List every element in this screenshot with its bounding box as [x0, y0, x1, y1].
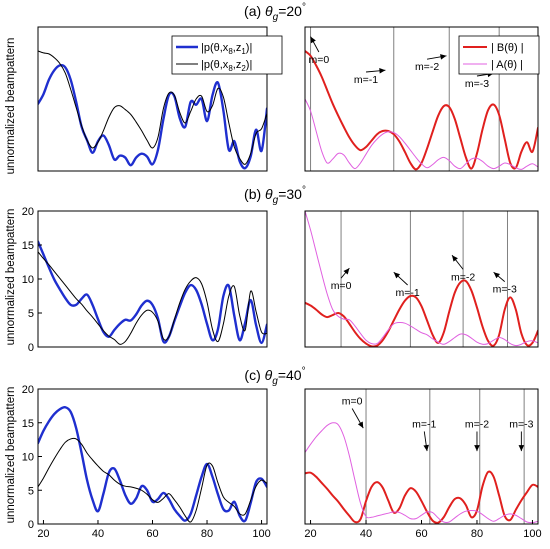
x-tick-label-c-right-4: 100 — [523, 528, 541, 540]
chart-a-right: m=0 m=-1 m=-2 m=-3 — [304, 26, 539, 172]
series-group-a-left — [38, 50, 267, 170]
annotation-arrowhead-a-right-0 — [310, 36, 316, 44]
series-line-a-left-1 — [38, 50, 267, 165]
legend-label-p-z2: |p(θ,x8,z2)| — [201, 59, 252, 73]
annotation-label-a-right-1: m=-1 — [354, 74, 378, 86]
series-line-b-left-0 — [38, 240, 267, 345]
chart-b-left: 0 5 10 15 20 — [22, 206, 268, 354]
plot-frame-a-right — [304, 26, 539, 172]
y-tick-label-b-left-0: 0 — [28, 342, 34, 354]
x-tick-label-c-right-3: 80 — [471, 528, 483, 540]
annotation-arrowhead-b-right-2 — [452, 255, 458, 262]
plot-frame-a-left — [37, 26, 268, 172]
annotation-arrowhead-a-right-2 — [440, 54, 447, 60]
plot-frame-b-right — [304, 210, 539, 348]
y-tick-label-b-left-3: 15 — [22, 240, 34, 252]
annotation-arrowhead-c-right-3 — [518, 445, 525, 452]
annotation-label-c-right-3: m=-3 — [509, 418, 533, 430]
series-group-b-right — [305, 211, 538, 347]
annotation-label-c-right-0: m=0 — [342, 396, 363, 408]
legend-label-b: | B(θ) | — [491, 42, 524, 54]
series-line-b-right-0 — [305, 279, 538, 347]
series-group-a-right — [305, 50, 538, 171]
annotation-label-b-right-2: m=-2 — [451, 271, 475, 283]
annotation-arrowhead-a-right-1 — [379, 67, 386, 74]
x-tick-label-c-left-1: 40 — [92, 528, 104, 540]
panel-title-c: (c) θg=40° — [244, 366, 305, 387]
series-group-c-left — [38, 405, 267, 523]
x-tick-label-c-right-2: 60 — [415, 528, 427, 540]
annotation-arrowhead-b-right-1 — [393, 272, 401, 279]
annotation-arrowhead-c-right-2 — [474, 445, 480, 452]
series-line-a-right-0 — [305, 50, 538, 171]
x-tick-label-c-left-2: 60 — [146, 528, 158, 540]
panel-title-a: (a) θg=20° — [244, 2, 306, 23]
annotation-label-c-right-1: m=-1 — [412, 418, 436, 430]
chart-b-right: m=0 m=-1 m=-2 m=-3 — [304, 210, 539, 348]
annotation-label-a-right-3: m=-3 — [465, 78, 489, 90]
x-tick-label-c-left-3: 80 — [201, 528, 213, 540]
annotation-arrowhead-c-right-1 — [423, 444, 429, 452]
annotation-arrowhead-c-right-0 — [357, 421, 364, 429]
y-tick-label-b-left-1: 5 — [28, 308, 34, 320]
y-tick-label-c-left-0: 0 — [28, 519, 34, 531]
y-axis-label-b: unnormalized beampattern — [5, 209, 17, 346]
series-line-a-left-0 — [38, 63, 267, 170]
series-line-b-left-1 — [38, 251, 267, 345]
chart-c-right: 20 40 60 80 100 m=0 m=-1 m=-2 m=-3 — [304, 388, 542, 540]
series-group-b-left — [38, 240, 267, 345]
annotation-label-a-right-2: m=-2 — [415, 61, 439, 73]
x-tick-label-c-right-1: 40 — [360, 528, 372, 540]
y-tick-label-b-left-4: 20 — [22, 206, 34, 218]
legend-label-p-z1: |p(θ,x8,z1)| — [201, 42, 252, 56]
plot-frame-b-left — [37, 210, 268, 348]
series-line-c-left-1 — [38, 437, 267, 523]
series-line-c-right-1 — [305, 422, 538, 524]
y-tick-label-c-left-3: 15 — [22, 418, 34, 430]
x-tick-label-c-left-0: 20 — [37, 528, 49, 540]
annotation-label-c-right-2: m=-2 — [465, 418, 489, 430]
chart-c-left: 0 5 10 15 20 20 40 60 80 100 — [22, 384, 271, 540]
y-axis-label-a: unnormalized beampattern — [5, 38, 17, 175]
legend-label-a: | A(θ) | — [491, 59, 523, 71]
legend-right: | B(θ) | | A(θ) | — [458, 35, 540, 75]
x-tick-label-c-right-0: 20 — [304, 528, 316, 540]
y-tick-label-b-left-2: 10 — [22, 274, 34, 286]
annotation-arrowhead-b-right-0 — [343, 268, 350, 275]
x-tick-label-c-left-4: 100 — [252, 528, 270, 540]
y-tick-label-c-left-1: 5 — [28, 485, 34, 497]
annotation-label-a-right-0: m=0 — [309, 54, 330, 66]
panel-title-b: (b) θg=30° — [244, 185, 306, 206]
charts-layer: m=0 m=-1 m=-2 m=-3 0 5 10 15 20 m=0 m=-1 m=-2 m=-3 0 5… — [22, 26, 542, 540]
series-line-a-right-1 — [305, 98, 538, 170]
annotation-label-b-right-0: m=0 — [331, 280, 352, 292]
series-line-c-left-0 — [38, 405, 267, 523]
y-tick-label-c-left-4: 20 — [22, 384, 34, 396]
series-group-c-right — [305, 422, 538, 524]
series-line-b-right-1 — [305, 211, 538, 347]
chart-a-left — [37, 26, 268, 172]
legend-left: |p(θ,x8,z1)| |p(θ,x8,z2)| — [171, 35, 283, 75]
annotation-arrowhead-b-right-3 — [493, 272, 501, 279]
y-axis-label-c: unnormalized beampattern — [5, 387, 17, 524]
annotation-label-b-right-3: m=-3 — [493, 284, 517, 296]
series-line-c-right-0 — [305, 470, 538, 524]
annotation-label-b-right-1: m=-1 — [396, 287, 420, 299]
y-tick-label-c-left-2: 10 — [22, 452, 34, 464]
